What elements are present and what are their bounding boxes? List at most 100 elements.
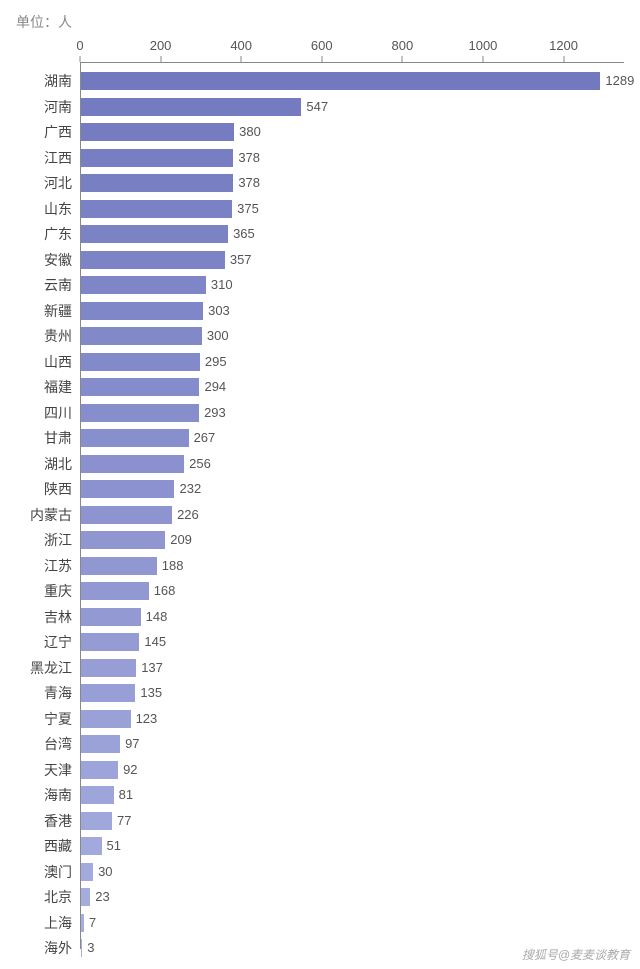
bar: [81, 72, 600, 90]
bar-value-label: 123: [130, 708, 158, 730]
x-tick-label: 0: [76, 38, 83, 53]
bar-value-label: 168: [148, 580, 176, 602]
bar-row: 福建294: [80, 376, 624, 398]
bar: [81, 582, 149, 600]
category-label: 云南: [44, 274, 80, 296]
category-label: 海南: [44, 784, 80, 806]
bar-row: 重庆168: [80, 580, 624, 602]
x-tick-label: 1000: [468, 38, 497, 53]
bar-value-label: 303: [202, 300, 230, 322]
bar-value-label: 310: [205, 274, 233, 296]
bar-value-label: 295: [199, 351, 227, 373]
category-label: 北京: [44, 886, 80, 908]
bar-row: 云南310: [80, 274, 624, 296]
bar: [81, 812, 112, 830]
category-label: 贵州: [44, 325, 80, 347]
chart-area: 020040060080010001200 湖南1289河南547广西380江西…: [80, 38, 624, 949]
category-label: 台湾: [44, 733, 80, 755]
bar: [81, 429, 189, 447]
bar-value-label: 148: [140, 606, 168, 628]
bar-value-label: 188: [156, 555, 184, 577]
bar-row: 河北378: [80, 172, 624, 194]
bar-value-label: 145: [138, 631, 166, 653]
bar: [81, 251, 225, 269]
bar-row: 宁夏123: [80, 708, 624, 730]
bar-row: 广东365: [80, 223, 624, 245]
unit-label: 单位：人: [16, 12, 72, 32]
category-label: 甘肃: [44, 427, 80, 449]
bar-row: 浙江209: [80, 529, 624, 551]
bar-value-label: 294: [198, 376, 226, 398]
category-label: 辽宁: [44, 631, 80, 653]
x-axis-ticks: 020040060080010001200: [80, 38, 624, 58]
bar-row: 广西380: [80, 121, 624, 143]
category-label: 重庆: [44, 580, 80, 602]
bar: [81, 659, 136, 677]
bar-value-label: 378: [232, 172, 260, 194]
bar-row: 新疆303: [80, 300, 624, 322]
bar: [81, 710, 131, 728]
bar-value-label: 23: [89, 886, 109, 908]
bar-row: 山东375: [80, 198, 624, 220]
bar-row: 贵州300: [80, 325, 624, 347]
bar-row: 甘肃267: [80, 427, 624, 449]
bar-row: 辽宁145: [80, 631, 624, 653]
category-label: 西藏: [44, 835, 80, 857]
bar: [81, 200, 232, 218]
bar-row: 陕西232: [80, 478, 624, 500]
category-label: 福建: [44, 376, 80, 398]
bar: [81, 327, 202, 345]
bar: [81, 174, 233, 192]
bar: [81, 608, 141, 626]
bar-row: 台湾97: [80, 733, 624, 755]
bar-value-label: 380: [233, 121, 261, 143]
bar-row: 青海135: [80, 682, 624, 704]
category-label: 江苏: [44, 555, 80, 577]
bar: [81, 480, 174, 498]
category-label: 澳门: [44, 861, 80, 883]
category-label: 吉林: [44, 606, 80, 628]
bar-row: 西藏51: [80, 835, 624, 857]
bar-value-label: 51: [101, 835, 121, 857]
category-label: 江西: [44, 147, 80, 169]
bar-row: 江苏188: [80, 555, 624, 577]
bar-row: 河南547: [80, 96, 624, 118]
bar-value-label: 77: [111, 810, 131, 832]
category-label: 安徽: [44, 249, 80, 271]
bar-row: 安徽357: [80, 249, 624, 271]
category-label: 湖北: [44, 453, 80, 475]
category-label: 内蒙古: [30, 504, 80, 526]
category-label: 广西: [44, 121, 80, 143]
bar: [81, 837, 102, 855]
category-label: 海外: [44, 937, 80, 959]
bar: [81, 378, 199, 396]
bar-value-label: 357: [224, 249, 252, 271]
bar-value-label: 135: [134, 682, 162, 704]
bar: [81, 225, 228, 243]
category-label: 山东: [44, 198, 80, 220]
bar-row: 香港77: [80, 810, 624, 832]
bar-value-label: 137: [135, 657, 163, 679]
bar-value-label: 7: [83, 912, 96, 934]
bar-value-label: 232: [173, 478, 201, 500]
bar: [81, 633, 139, 651]
bar-row: 天津92: [80, 759, 624, 781]
bar-row: 北京23: [80, 886, 624, 908]
category-label: 河南: [44, 96, 80, 118]
x-axis-line: [80, 62, 624, 63]
category-label: 广东: [44, 223, 80, 245]
bar: [81, 455, 184, 473]
bar-row: 海南81: [80, 784, 624, 806]
bar: [81, 302, 203, 320]
watermark: 搜狐号@麦麦谈教育: [522, 946, 630, 963]
x-tick-label: 400: [230, 38, 252, 53]
category-label: 香港: [44, 810, 80, 832]
bar: [81, 353, 200, 371]
bar-value-label: 267: [188, 427, 216, 449]
x-tick-label: 1200: [549, 38, 578, 53]
category-label: 天津: [44, 759, 80, 781]
category-label: 上海: [44, 912, 80, 934]
bar: [81, 557, 157, 575]
bar: [81, 276, 206, 294]
category-label: 青海: [44, 682, 80, 704]
